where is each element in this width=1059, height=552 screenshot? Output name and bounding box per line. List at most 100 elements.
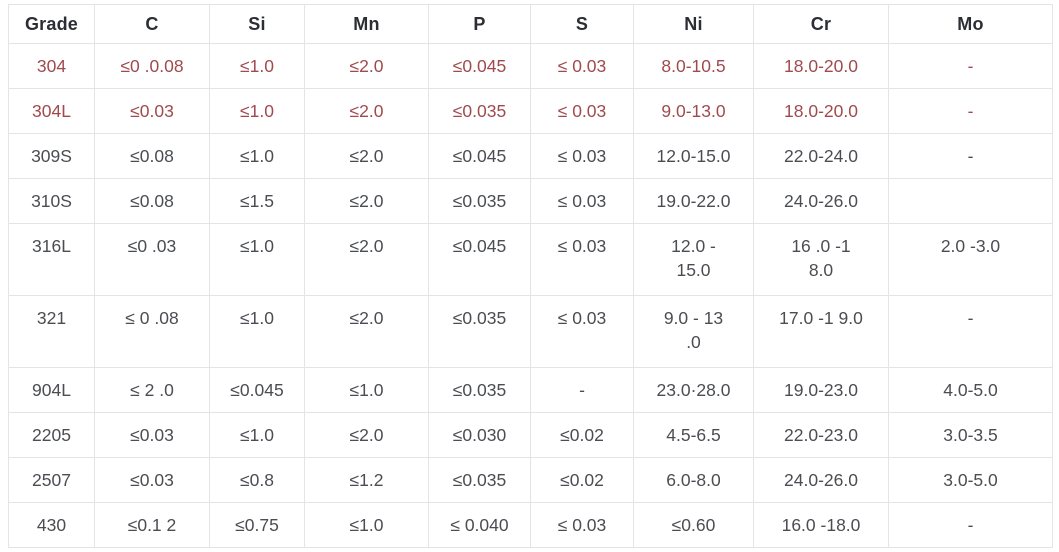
value-cell: 6.0-8.0 [633,457,754,503]
grade-cell: 316L [8,223,95,296]
value-cell: 18.0-20.0 [753,43,889,89]
column-header-mn: Mn [304,4,429,44]
value-cell: 24.0-26.0 [753,457,889,503]
value-cell: 16 .0 -1 8.0 [753,223,889,296]
steel-composition-table: Grade C Si Mn P S Ni Cr Mo 304 ≤0 .0.08 ≤1.0 ≤2.0 ≤0… [8,4,1053,548]
value-cell: ≤2.0 [304,412,429,458]
value-cell: ≤ 0.040 [428,502,531,548]
value-cell: ≤0.60 [633,502,754,548]
table-row-2507: 2507 ≤0.03 ≤0.8 ≤1.2 ≤0.035 ≤0.02 6.0-8.0 24.0-… [8,457,1053,503]
table-header-row: Grade C Si Mn P S Ni Cr Mo [8,4,1053,44]
value-cell: ≤0.035 [428,88,531,134]
table-row-904L: 904L ≤ 2 .0 ≤0.045 ≤1.0 ≤0.035-23.0·28.0 19.0… [8,367,1053,413]
value-cell: ≤0.035 [428,457,531,503]
grade-cell: 430 [8,502,95,548]
value-cell: ≤0.035 [428,367,531,413]
value-cell: ≤ 2 .0 [94,367,210,413]
column-header-grade: Grade [8,4,95,44]
value-cell: ≤0.08 [94,133,210,179]
value-cell: ≤1.0 [209,295,305,368]
value-cell: ≤0.035 [428,178,531,224]
value-cell: ≤1.5 [209,178,305,224]
column-header-cr: Cr [753,4,889,44]
value-cell: 22.0-24.0 [753,133,889,179]
value-cell: 19.0-23.0 [753,367,889,413]
value-cell: - [888,133,1053,179]
value-cell: 23.0·28.0 [633,367,754,413]
value-cell: ≤1.0 [209,223,305,296]
value-cell: ≤ 0.03 [530,178,634,224]
value-cell: ≤0.045 [428,43,531,89]
value-cell: ≤2.0 [304,295,429,368]
value-cell: 24.0-26.0 [753,178,889,224]
column-header-p: P [428,4,531,44]
value-cell: ≤ 0.03 [530,502,634,548]
value-cell [888,178,1053,224]
value-cell: ≤2.0 [304,133,429,179]
value-cell: ≤0.035 [428,295,531,368]
grade-cell: 304L [8,88,95,134]
value-cell: ≤ 0.03 [530,133,634,179]
value-cell: ≤1.0 [209,412,305,458]
value-cell: 16.0 -18.0 [753,502,889,548]
value-cell: ≤0.03 [94,88,210,134]
table-row-304L: 304L ≤0.03 ≤1.0 ≤2.0 ≤0.035 ≤ 0.03 9.0-13.0 18.… [8,88,1053,134]
value-cell: ≤ 0.03 [530,295,634,368]
grade-cell: 321 [8,295,95,368]
column-header-mo: Mo [888,4,1053,44]
value-cell: - [888,502,1053,548]
value-cell: 8.0-10.5 [633,43,754,89]
value-cell: ≤1.0 [304,367,429,413]
table-row-304: 304 ≤0 .0.08 ≤1.0 ≤2.0 ≤0.045 ≤ 0.03 8.0-10.5 1… [8,43,1053,89]
value-cell: 9.0 - 13 .0 [633,295,754,368]
value-cell: ≤0.75 [209,502,305,548]
grade-cell: 904L [8,367,95,413]
value-cell: 9.0-13.0 [633,88,754,134]
value-cell: 3.0-3.5 [888,412,1053,458]
value-cell: ≤2.0 [304,223,429,296]
value-cell: ≤0 .03 [94,223,210,296]
value-cell: ≤0.030 [428,412,531,458]
value-cell: 4.5-6.5 [633,412,754,458]
value-cell: ≤ 0.03 [530,223,634,296]
value-cell: ≤2.0 [304,88,429,134]
value-cell: 12.0-15.0 [633,133,754,179]
value-cell: - [888,88,1053,134]
grade-cell: 2205 [8,412,95,458]
column-header-s: S [530,4,634,44]
value-cell: - [530,367,634,413]
value-cell: ≤0.02 [530,412,634,458]
value-cell: ≤0.045 [209,367,305,413]
grade-cell: 310S [8,178,95,224]
column-header-ni: Ni [633,4,754,44]
value-cell: ≤1.0 [304,502,429,548]
value-cell: ≤0.045 [428,133,531,179]
table-row-309S: 309S ≤0.08 ≤1.0 ≤2.0 ≤0.045 ≤ 0.03 12.0-15.0 22… [8,133,1053,179]
column-header-c: C [94,4,210,44]
value-cell: ≤0.8 [209,457,305,503]
grade-cell: 304 [8,43,95,89]
value-cell: ≤ 0.03 [530,88,634,134]
value-cell: 22.0-23.0 [753,412,889,458]
table-row-430: 430 ≤0.1 2 ≤0.75 ≤1.0 ≤ 0.040 ≤ 0.03 ≤0.60 16.0… [8,502,1053,548]
value-cell: ≤0.03 [94,412,210,458]
value-cell: ≤1.2 [304,457,429,503]
value-cell: ≤0.03 [94,457,210,503]
column-header-si: Si [209,4,305,44]
grade-cell: 309S [8,133,95,179]
value-cell: 4.0-5.0 [888,367,1053,413]
value-cell: ≤0.02 [530,457,634,503]
value-cell: ≤0.08 [94,178,210,224]
value-cell: ≤0.1 2 [94,502,210,548]
table-row-2205: 2205 ≤0.03 ≤1.0 ≤2.0 ≤0.030 ≤0.02 4.5-6.5 22.0-… [8,412,1053,458]
value-cell: 17.0 -1 9.0 [753,295,889,368]
value-cell: ≤2.0 [304,43,429,89]
grade-cell: 2507 [8,457,95,503]
value-cell: 18.0-20.0 [753,88,889,134]
value-cell: 3.0-5.0 [888,457,1053,503]
value-cell: - [888,295,1053,368]
value-cell: ≤0.045 [428,223,531,296]
table-row-321: 321 ≤ 0 .08 ≤1.0 ≤2.0 ≤0.035 ≤ 0.03 9.0 - 13 .… [8,295,1053,368]
value-cell: ≤1.0 [209,43,305,89]
